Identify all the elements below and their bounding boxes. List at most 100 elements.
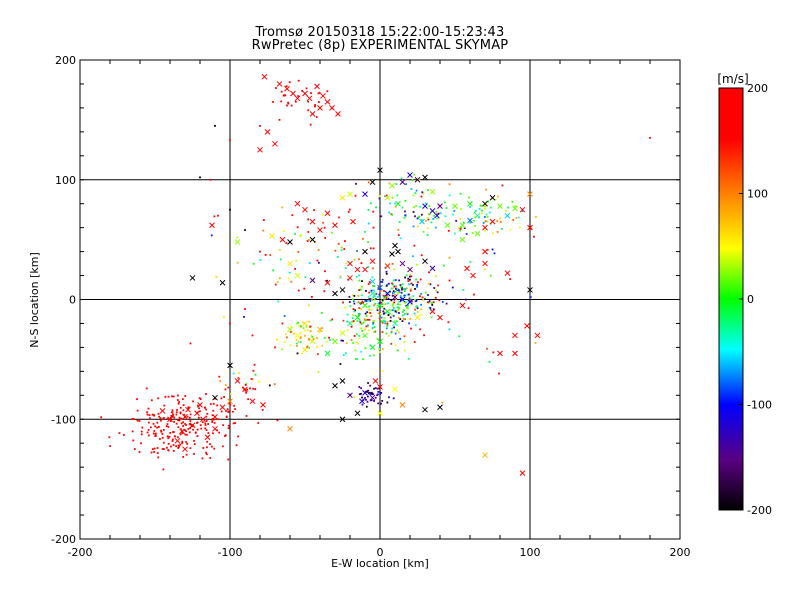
echo-point [350,325,353,328]
echo-point [409,273,412,276]
echo-point [469,206,472,208]
echo-point [473,293,475,296]
echo-point [206,412,209,415]
velocity-cross-marker [459,222,466,229]
echo-point [371,327,374,329]
echo-point [308,320,311,323]
echo-point [448,194,451,197]
echo-point [497,195,499,198]
velocity-cross-marker [399,179,406,185]
velocity-cross-marker [335,111,341,117]
echo-point [367,389,370,392]
echo-point [180,422,183,425]
velocity-cross-marker [302,90,308,97]
echo-point [391,287,394,290]
echo-point [535,216,537,218]
echo-point [424,291,427,294]
echo-point [182,456,185,458]
echo-point [458,335,461,338]
echo-point [422,299,424,301]
echo-point [272,269,275,272]
echo-point [441,401,444,404]
echo-point [422,192,425,195]
echo-point [377,312,380,315]
echo-point [389,309,392,312]
echo-point [187,407,190,410]
echo-point [283,315,286,317]
echo-point [416,284,419,286]
echo-point [385,285,388,287]
echo-point [272,100,274,103]
echo-point [326,90,329,93]
echo-point [390,287,393,290]
echo-point [357,294,360,297]
echo-point [232,422,235,425]
velocity-cross-marker [339,287,346,293]
echo-point [469,221,472,224]
echo-point [366,324,369,327]
velocity-cross-marker [219,279,226,286]
echo-point [277,300,280,303]
velocity-cross-marker [347,260,353,267]
echo-point [377,287,380,289]
echo-point [275,87,277,89]
echo-point [162,468,165,471]
echo-point [418,215,421,218]
echo-point [404,294,407,297]
echo-point [306,329,309,332]
echo-point [204,424,207,427]
echo-point [499,217,502,220]
echo-point [358,258,360,261]
echo-point [297,289,300,292]
echo-point [286,336,288,339]
echo-point [184,433,187,436]
echo-point [162,428,165,431]
velocity-cross-marker [372,378,379,384]
velocity-cross-marker [504,270,511,277]
echo-point [361,403,364,406]
colorbar-tick-label: 200 [747,82,768,95]
echo-point [171,395,173,398]
echo-point [154,425,157,428]
velocity-cross-marker [332,222,338,229]
echo-point [140,430,143,433]
velocity-cross-marker [194,410,200,417]
echo-point [372,322,375,325]
echo-point [499,220,502,223]
echo-point [337,242,340,245]
echo-point [281,322,284,325]
echo-point [414,192,417,194]
echo-point [460,208,463,211]
echo-point [381,370,384,373]
echo-point [359,288,362,291]
echo-point [428,299,431,302]
echo-point [381,303,384,305]
echo-point [514,205,517,208]
echo-point [331,318,334,321]
echo-point [413,244,416,247]
echo-point [336,256,339,258]
echo-point [433,287,436,289]
echo-point [473,211,476,214]
velocity-cross-marker [459,236,466,243]
echo-point [391,294,394,297]
velocity-cross-marker [407,299,413,305]
echo-point [324,237,327,239]
velocity-cross-marker [527,287,533,293]
echo-point [483,268,486,271]
echo-point [376,295,379,298]
axis-ticks: -200 -100 0 100 200 -200 -100 0 100 200 [51,54,690,559]
echo-point [100,416,103,419]
echo-point [409,296,412,299]
echo-point [166,417,169,420]
velocity-cross-marker [369,258,376,265]
echo-point [340,339,343,342]
echo-point [304,276,307,278]
echo-point [236,236,239,239]
echo-point [169,432,172,434]
echo-point [368,281,371,283]
echo-point [432,308,435,311]
echo-point [358,335,361,337]
echo-point [414,288,416,290]
echo-point [172,450,175,452]
